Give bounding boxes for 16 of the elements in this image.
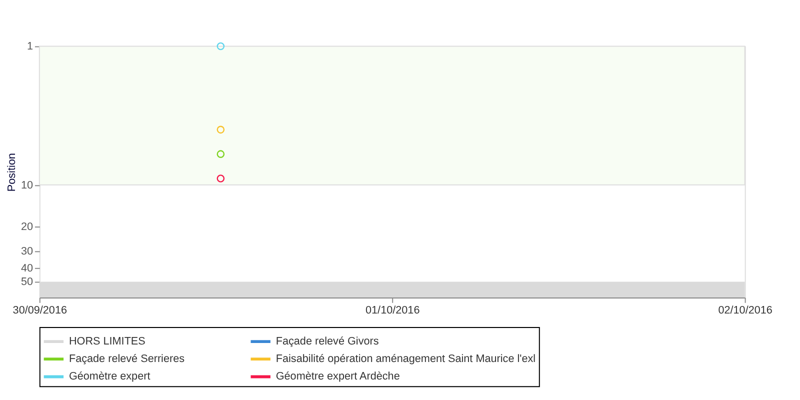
- y-tick-label: 30: [20, 245, 34, 258]
- legend-label: Géomètre expert: [68, 370, 150, 383]
- legend-label: Façade relevé Serrieres: [68, 353, 186, 366]
- x-tick-label: 01/10/2016: [366, 304, 420, 317]
- y-axis-title: Position: [6, 153, 18, 192]
- x-tick-label: 02/10/2016: [718, 304, 772, 317]
- legend-label: Façade relevé Givors: [276, 336, 380, 348]
- y-tick-label: 40: [20, 262, 34, 275]
- legend-label: Géomètre expert Ardèche: [276, 370, 400, 383]
- x-tick-label: 30/09/2016: [12, 304, 68, 317]
- legend-label: Faisabilité opération aménagement Saint Maurice l'exl: [276, 353, 536, 366]
- y-tick-label: 50: [20, 276, 34, 288]
- legend-label: HORS LIMITES: [68, 336, 146, 348]
- y-tick-label: 20: [20, 220, 34, 233]
- y-tick-label: 1: [26, 40, 34, 53]
- y-tick-label: 10: [20, 179, 34, 192]
